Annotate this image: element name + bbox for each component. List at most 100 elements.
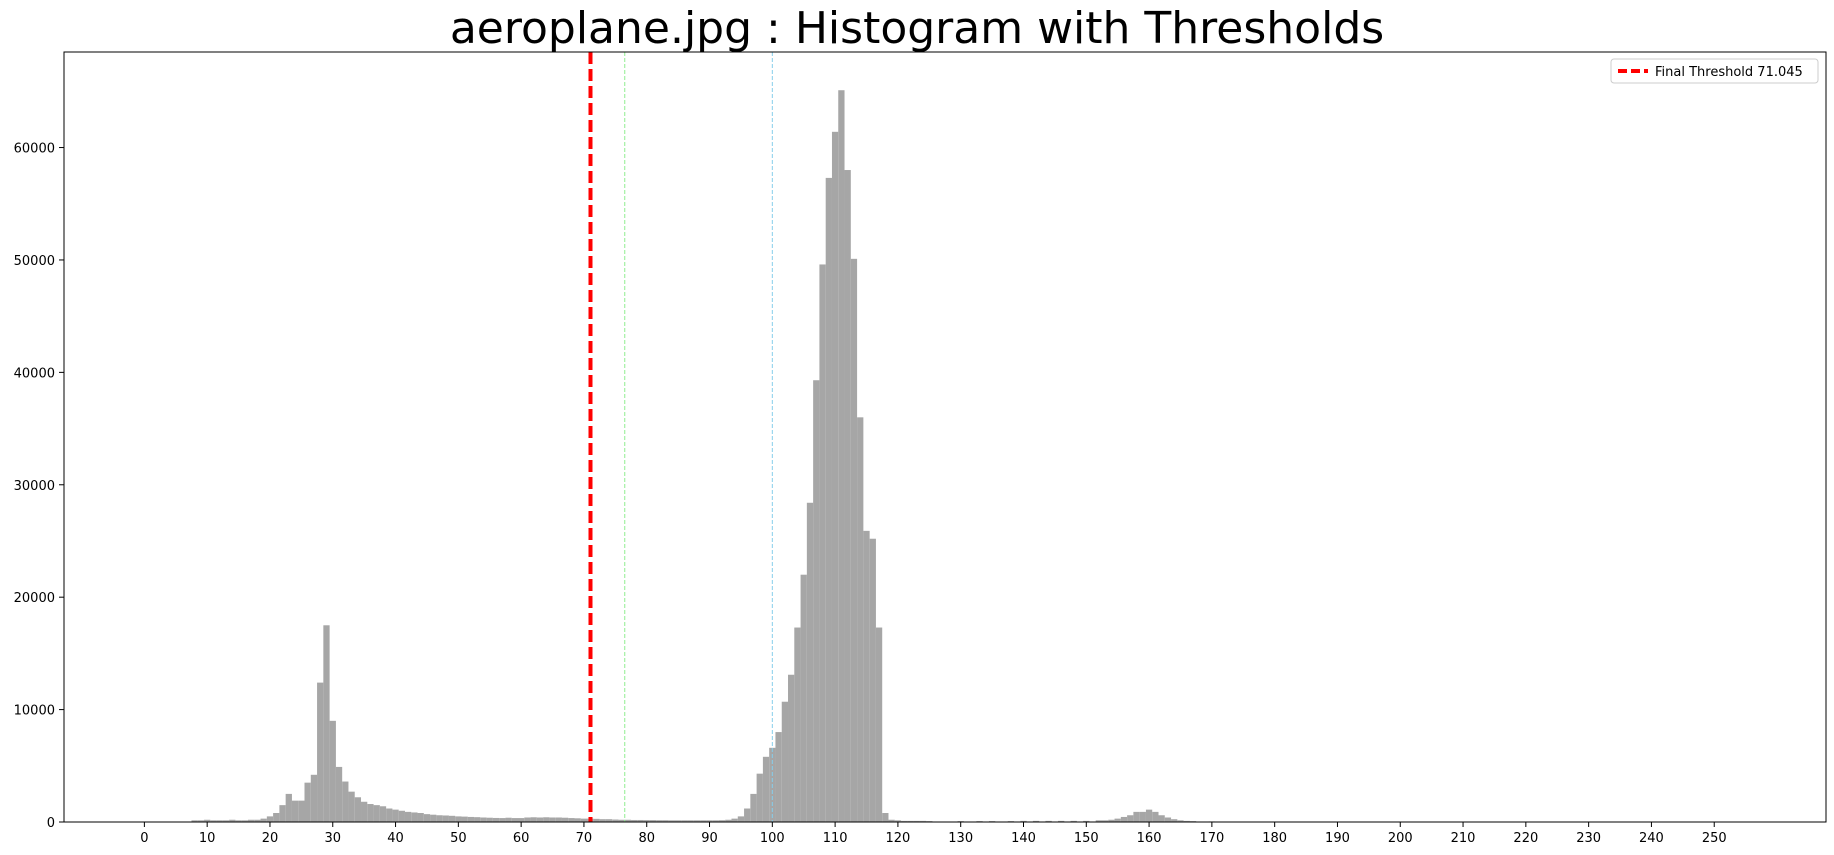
histogram-bar [580,818,588,822]
histogram-bar [687,820,694,822]
x-tick-label: 160 [1137,831,1162,846]
x-tick-label: 170 [1199,831,1224,846]
histogram-bar [624,819,632,822]
x-tick-label: 50 [450,831,467,846]
histogram-bar [788,674,795,822]
histogram-bar [467,816,475,822]
x-tick-label: 60 [513,831,530,846]
histogram-bar [1070,820,1077,822]
histogram-bar [919,820,927,822]
y-tick-label: 50000 [14,254,55,269]
histogram-bar [486,817,493,822]
histogram-bar [298,800,305,822]
histogram-bar [649,820,657,822]
histogram-bar [913,820,920,822]
histogram-bar [1164,817,1172,822]
x-axis-ticks: 0 10 20 30 40 50 60 70 80 90 100 110 120 130 140 150 160… [140,822,1727,846]
histogram-bar [260,818,267,822]
histogram-bar [492,817,500,822]
histogram-bar [637,819,644,822]
histogram-bar [718,820,726,822]
histogram-bar [379,806,387,822]
histogram-bar [901,820,908,822]
histogram-bar [1171,819,1178,822]
histogram-bar [1177,820,1184,822]
histogram-bar [907,820,914,822]
histogram-bar [1114,818,1121,822]
histogram-bar [700,820,707,822]
histogram-bar [543,817,550,822]
histogram-bar [455,816,462,822]
histogram-bar [1127,815,1134,822]
histogram-bar [568,818,575,822]
histogram-bar [1095,820,1102,822]
histogram-bar [875,627,883,822]
histogram-bar [593,818,600,822]
histogram-bar [725,819,732,822]
x-tick-label: 190 [1325,831,1350,846]
x-tick-label: 40 [387,831,404,846]
histogram-bar [1183,820,1190,822]
histogram-bar [304,782,311,822]
histogram-bar [430,814,437,822]
histogram-bar [404,811,412,822]
histogram-bar [888,819,895,822]
histogram-bar [348,791,355,822]
histogram-bar [398,810,405,822]
histogram-bar [448,815,456,822]
histogram-bar [518,818,525,822]
histogram-bar [750,793,757,822]
histogram-bar [191,820,198,822]
histogram-bar [712,820,719,822]
histogram-bar [731,818,738,822]
histogram-bar [530,817,537,822]
histogram-bar [643,820,650,822]
histogram-bar [197,820,205,822]
x-tick-label: 150 [1074,831,1099,846]
x-tick-label: 200 [1388,831,1413,846]
histogram-bar [411,812,418,822]
x-tick-label: 130 [948,831,973,846]
histogram-bar [806,502,814,822]
histogram-bar [737,816,745,822]
histogram-bar [599,819,606,822]
histogram-bar [423,814,431,822]
histogram-bar [367,804,374,822]
histogram-bar [681,820,688,822]
y-tick-label: 20000 [14,591,55,606]
histogram-bar [254,819,261,822]
histogram-bar [1133,811,1140,822]
histogram-bar [229,819,236,822]
histogram-bar [235,820,242,822]
histogram-bar [361,801,368,822]
histogram-bar [744,808,751,822]
histogram-bar [857,417,864,822]
histogram-bar [354,797,362,822]
y-tick-label: 60000 [14,142,55,157]
histogram-bar [574,818,581,822]
histogram-bar [838,90,845,822]
histogram-bar [210,820,217,822]
x-tick-label: 70 [576,831,593,846]
histogram-bar [882,813,889,822]
x-tick-label: 0 [140,831,148,846]
histogram-bar [762,756,770,822]
x-tick-label: 20 [262,831,279,846]
histogram-bar [894,820,902,822]
legend-label-final-threshold: Final Threshold 71.045 [1655,65,1803,80]
x-tick-label: 30 [324,831,341,846]
histogram-bar [549,817,556,822]
histogram-bar [781,701,789,822]
histogram-bar [392,809,399,822]
y-tick-label: 40000 [14,366,55,381]
histogram-bar [561,817,569,822]
histogram-bar [1158,815,1165,822]
histogram-bar [1058,820,1065,822]
histogram-bar [386,808,393,822]
histogram-bar [844,170,851,823]
histogram-bar [1045,820,1052,822]
histogram-bar [819,264,826,823]
histogram-bar [216,820,223,822]
histogram-bar [480,817,487,822]
